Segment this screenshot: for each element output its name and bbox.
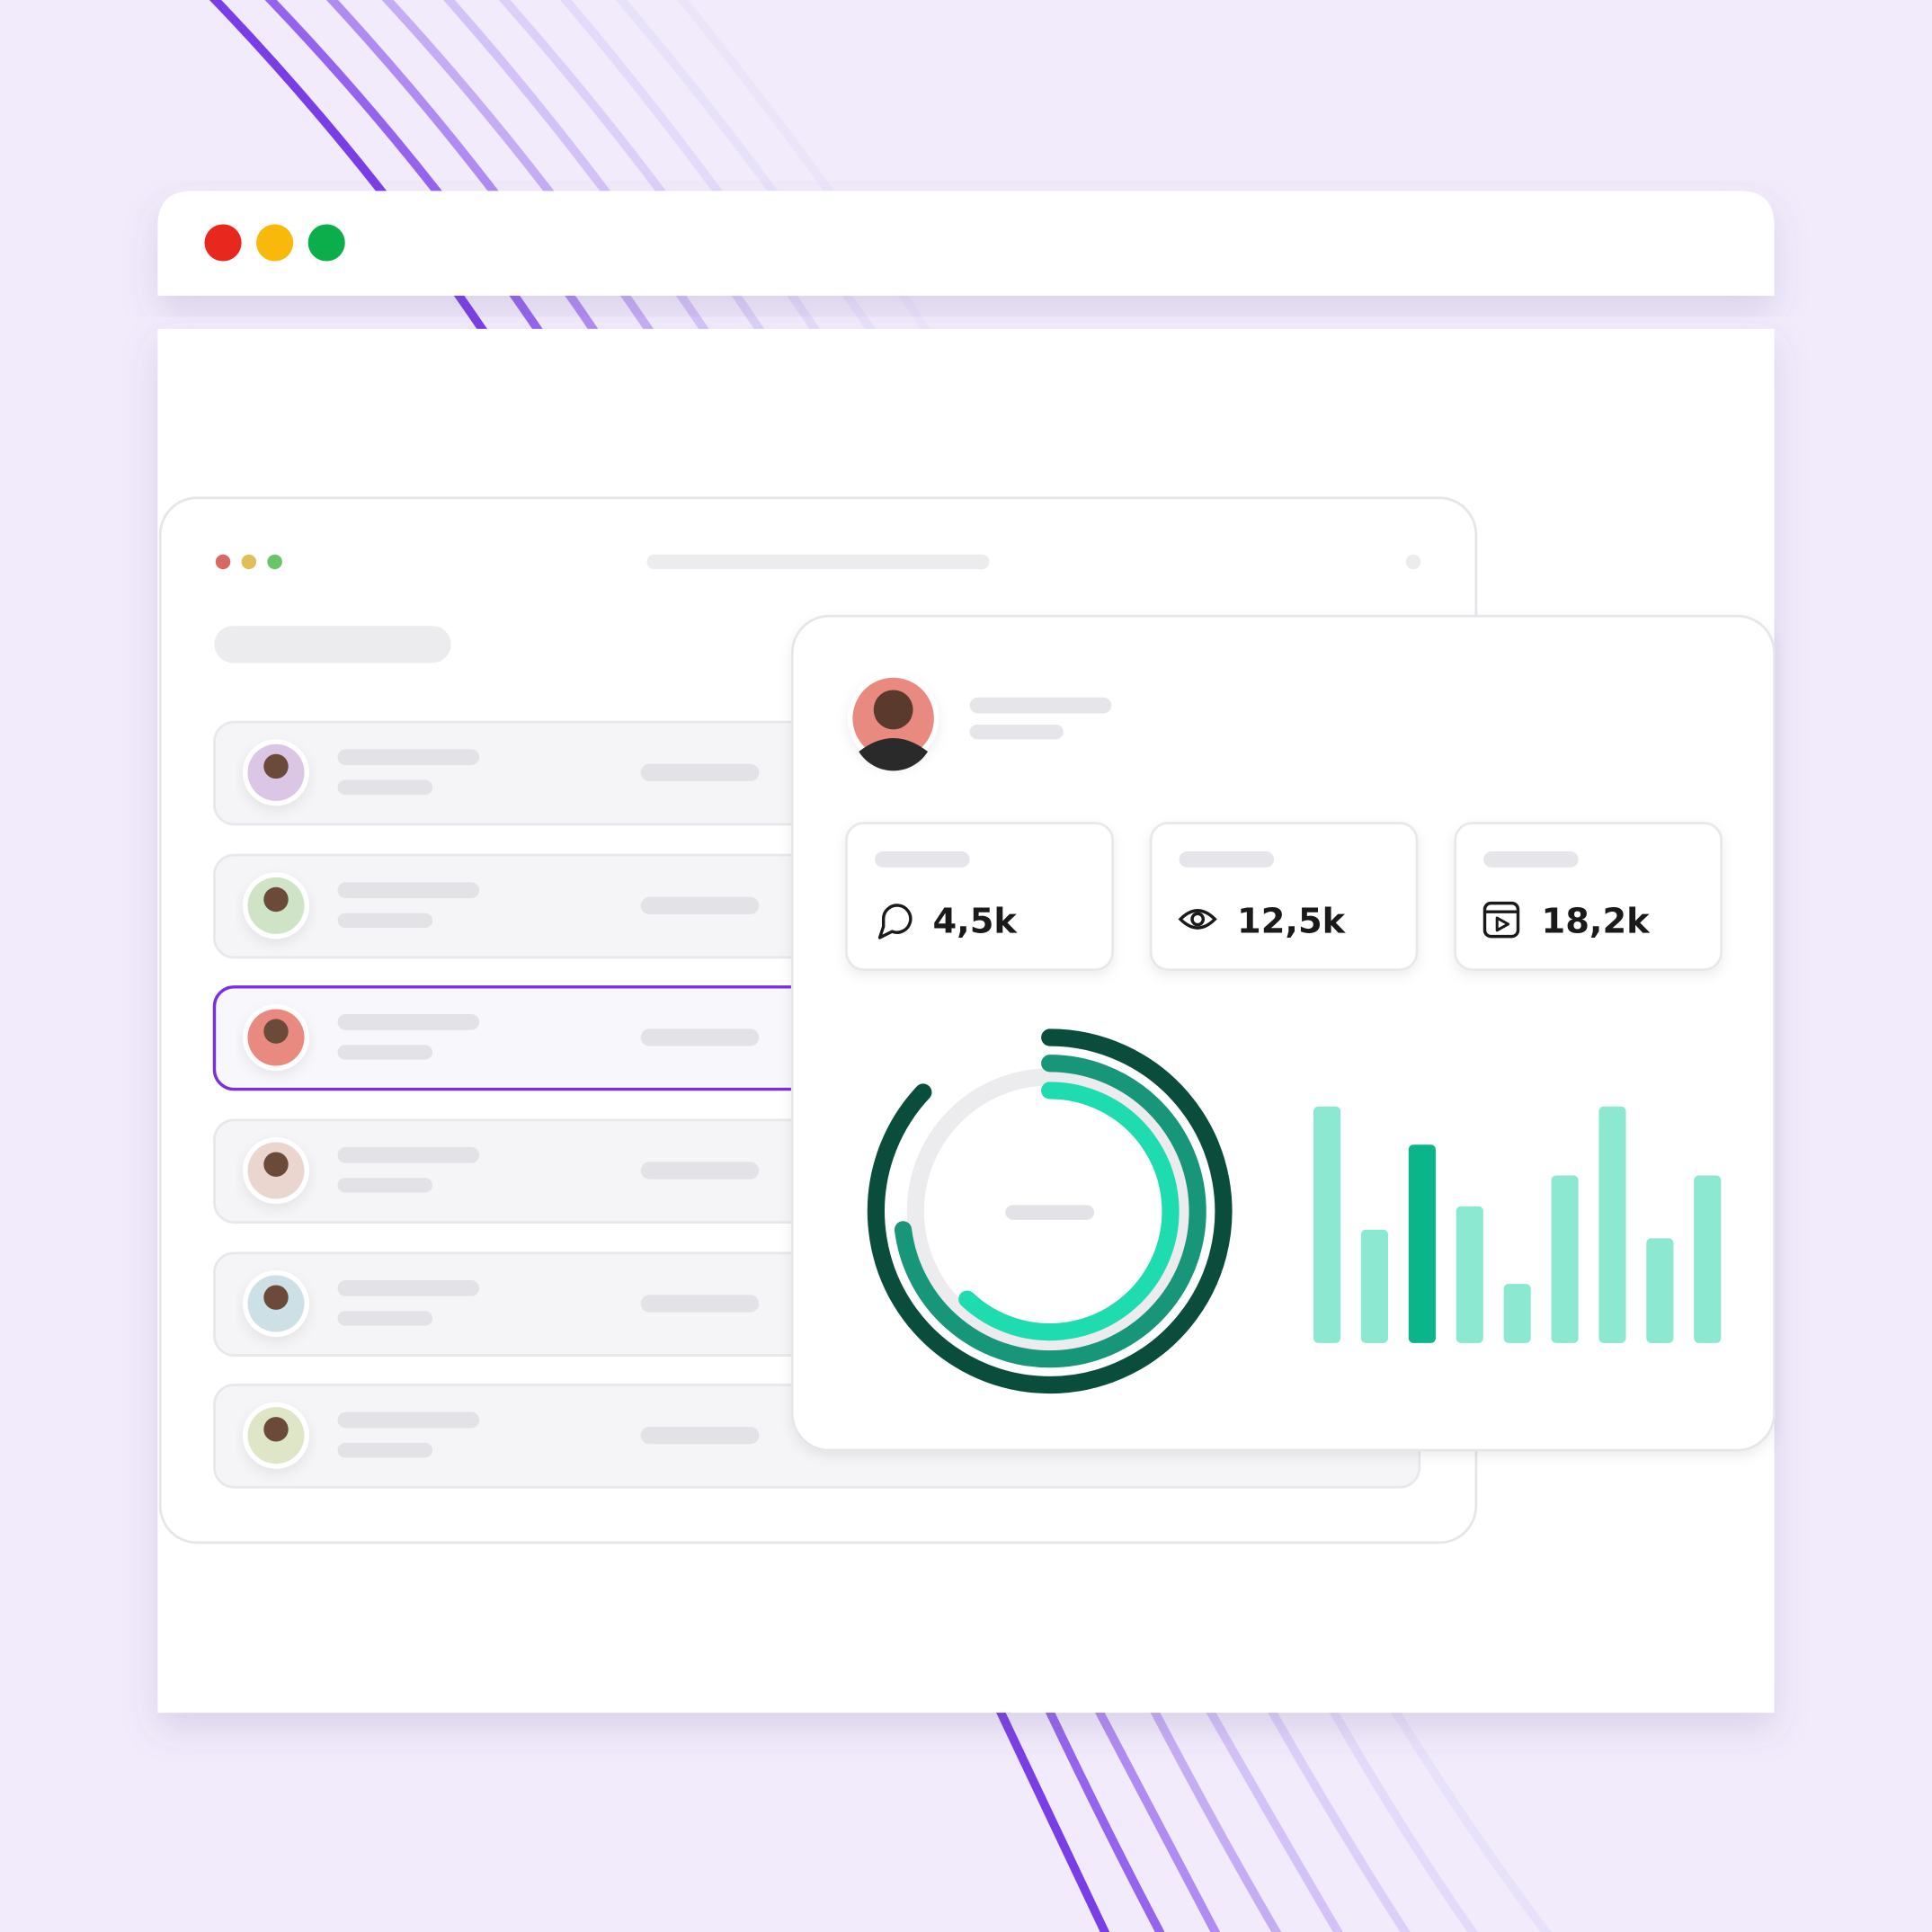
close-button[interactable]: [204, 224, 242, 262]
stat-title-placeholder: [875, 851, 970, 868]
text-placeholder: [337, 913, 433, 929]
text-placeholder: [337, 1045, 433, 1060]
text-placeholder: [640, 1028, 760, 1046]
inner-dot: [241, 554, 257, 570]
bar: [1313, 1106, 1341, 1343]
decor-lines-bottom: [993, 1704, 1552, 1932]
name-placeholder: [969, 697, 1112, 714]
avatar-body: [859, 737, 929, 771]
text-placeholder: [640, 1295, 760, 1313]
bar: [1646, 1238, 1674, 1343]
stat-card: [845, 822, 1114, 971]
minimize-button[interactable]: [256, 224, 294, 262]
browser-top-bar: [157, 191, 1775, 296]
stat-title-placeholder: [1179, 851, 1275, 868]
inner-dot: [1405, 554, 1421, 570]
text-placeholder: [640, 1162, 760, 1180]
bar: [1694, 1175, 1722, 1343]
maximize-button[interactable]: [307, 224, 345, 262]
text-placeholder: [337, 749, 480, 766]
avatar-face: [263, 1285, 289, 1310]
text-placeholder: [337, 1013, 480, 1030]
profile-card: [790, 614, 1776, 1452]
text-placeholder: [337, 1146, 480, 1163]
handle-placeholder: [969, 724, 1064, 740]
ring-arc: [867, 1028, 1233, 1394]
bar: [1456, 1206, 1483, 1343]
bar: [1503, 1284, 1531, 1343]
avatar-face: [263, 753, 289, 779]
heading-placeholder: [214, 626, 451, 663]
avatar-face: [263, 1019, 289, 1044]
address-bar: [646, 554, 990, 570]
stat-icon: [1190, 912, 1206, 927]
text-placeholder: [337, 1411, 480, 1429]
inner-dot: [215, 554, 231, 570]
text-placeholder: [337, 882, 480, 899]
stat-icon: [1482, 901, 1520, 939]
text-placeholder: [337, 1279, 480, 1296]
ring-arc: [894, 1055, 1206, 1368]
inner-dot: [267, 554, 282, 570]
stat-value: 12,5k: [1237, 901, 1347, 941]
stat-icon: [877, 904, 913, 939]
avatar-face: [263, 1152, 289, 1177]
avatar-face: [263, 886, 289, 913]
avatar-face: [873, 690, 913, 730]
text-placeholder: [337, 1311, 433, 1326]
bar: [1551, 1175, 1579, 1343]
stat-icon: [1495, 916, 1510, 932]
text-placeholder: [640, 896, 760, 914]
stat-icon: [1178, 909, 1217, 930]
ring-track: [906, 1068, 1193, 1355]
text-placeholder: [337, 1442, 433, 1458]
bar: [1360, 1229, 1389, 1343]
stat-value: 4,5k: [932, 901, 1018, 941]
bar: [1408, 1144, 1436, 1343]
text-placeholder: [640, 1427, 760, 1445]
center-placeholder: [1005, 1205, 1095, 1220]
stat-card: [1454, 822, 1723, 971]
bar: [1598, 1106, 1626, 1343]
avatar-face: [263, 1417, 289, 1442]
text-placeholder: [337, 779, 433, 795]
text-placeholder: [337, 1178, 433, 1193]
stat-title-placeholder: [1483, 851, 1579, 868]
stat-value: 18,2k: [1542, 901, 1652, 941]
ring-arc: [958, 1082, 1180, 1341]
stat-card: [1149, 822, 1419, 971]
text-placeholder: [640, 763, 760, 781]
